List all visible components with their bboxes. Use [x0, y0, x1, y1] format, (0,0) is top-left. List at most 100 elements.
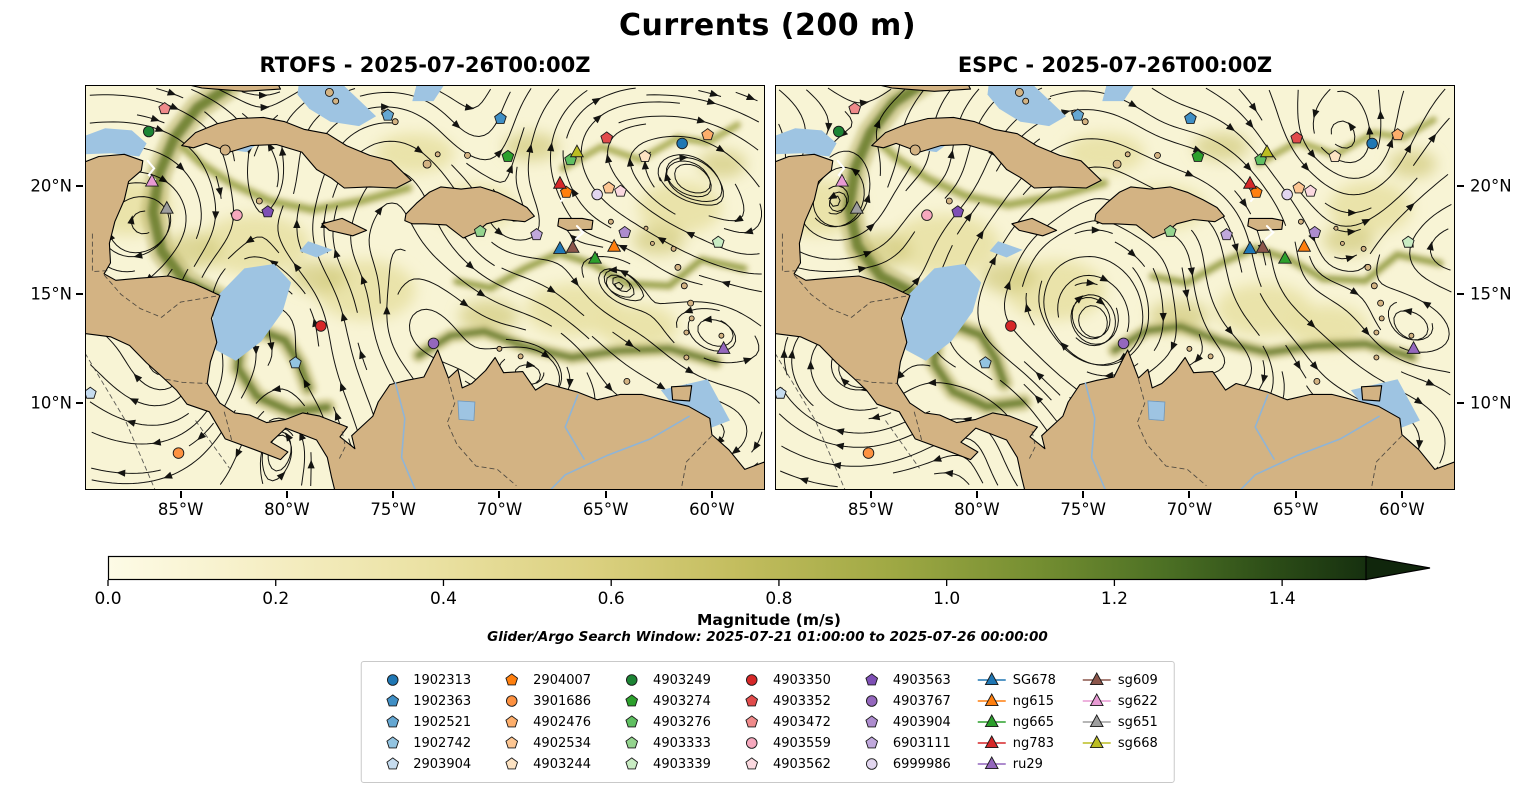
platform-marker-ng665 — [587, 250, 603, 264]
pentagon-marker-icon — [385, 736, 399, 749]
lon-tick — [498, 491, 501, 498]
lon-tick-label: 80°W — [954, 500, 1000, 519]
page-title: Currents (200 m) — [618, 8, 917, 43]
platform-marker-4902534 — [1292, 181, 1306, 194]
platform-marker-4903562 — [1304, 184, 1317, 197]
platform-marker-sg651 — [159, 200, 174, 214]
circle-marker-icon — [866, 695, 878, 707]
colorbar-tick-label: 0.4 — [430, 589, 457, 609]
platform-marker-sg668 — [1259, 144, 1274, 158]
legend-item-4903350: 4903350 — [737, 671, 831, 689]
triangle-marker-icon — [977, 756, 1006, 770]
lon-tick — [285, 491, 288, 498]
triangle-marker-icon — [977, 735, 1006, 749]
platform-marker-4903333 — [1163, 224, 1177, 237]
platform-marker-3901686 — [172, 447, 185, 459]
platform-marker-sg609 — [1255, 239, 1270, 253]
lon-tick-label: 85°W — [157, 500, 204, 519]
triangle-marker-icon — [977, 714, 1006, 728]
map-panel-rtofs: RTOFS - 2025-07-26T00:00Z 85°W 80°W 75°W 70… — [30, 53, 765, 519]
legend-label: ru29 — [1012, 756, 1043, 772]
lon-tick — [604, 491, 607, 498]
platform-marker-4903350 — [746, 674, 758, 686]
platform-marker-ng615 — [984, 693, 999, 707]
legend-item-4903472: 4903472 — [737, 713, 831, 731]
legend-label: 4902534 — [533, 735, 592, 751]
legend-label: 2904007 — [533, 672, 592, 688]
pentagon-marker-icon — [625, 736, 639, 749]
search-window-text: Glider/Argo Search Window: 2025-07-21 01… — [487, 629, 1048, 645]
pentagon-marker-icon — [385, 694, 399, 707]
platform-marker-4903350 — [1005, 320, 1017, 332]
river-layer — [394, 382, 691, 490]
platform-marker-ru29 — [716, 340, 731, 354]
legend-label: 4903559 — [772, 735, 831, 751]
legend-label: 4903352 — [772, 693, 831, 709]
lon-tick — [1082, 491, 1085, 498]
platform-marker-4903274 — [501, 149, 515, 162]
legend-label: sg651 — [1117, 714, 1158, 730]
platform-marker-2904007 — [1249, 185, 1263, 198]
circle-marker-icon — [746, 737, 758, 749]
triangle-marker-icon — [1082, 672, 1111, 686]
circle-marker-icon — [746, 674, 758, 686]
legend-label: 6999986 — [892, 756, 951, 772]
lon-tick — [1294, 491, 1297, 498]
current-magnitude-streaks — [836, 85, 1445, 416]
platform-marker-1902313 — [386, 674, 398, 686]
pentagon-marker-icon — [505, 757, 519, 770]
legend-item-sg668: sg668 — [1082, 734, 1158, 752]
lon-tick-label: 75°W — [370, 500, 416, 519]
legend-item-4903274: 4903274 — [617, 692, 711, 710]
platform-marker-2904007 — [505, 673, 519, 686]
lat-tick — [76, 184, 83, 187]
legend-item-4903249: 4903249 — [617, 671, 711, 689]
platform-marker-4902534 — [602, 181, 616, 194]
legend-label: 4903350 — [772, 672, 831, 688]
legend-item-4903767: 4903767 — [857, 692, 951, 710]
legend-item-SG678: SG678 — [977, 671, 1056, 689]
platform-legend: 1902313 1902363 1902521 1902742 2903904 29040… — [360, 661, 1175, 783]
platform-marker-4903339 — [1401, 235, 1415, 248]
pentagon-marker-icon — [505, 715, 519, 728]
platform-marker-6999986 — [1281, 188, 1293, 201]
legend-item-sg651: sg651 — [1082, 713, 1158, 731]
lon-tick — [1400, 491, 1403, 498]
legend-label: ng783 — [1012, 735, 1055, 751]
legend-item-2903904: 2903904 — [377, 755, 471, 773]
pentagon-marker-icon — [865, 715, 879, 728]
legend-label: 4903562 — [772, 756, 831, 772]
legend-item-ru29: ru29 — [977, 755, 1056, 773]
legend-label: 4903274 — [653, 693, 711, 709]
platform-marker-6903111 — [865, 736, 879, 749]
legend-item-4903352: 4903352 — [737, 692, 831, 710]
platform-marker-sg651 — [849, 200, 864, 214]
lon-tick — [1188, 491, 1191, 498]
platform-marker-4903559 — [231, 209, 243, 221]
platform-marker-SG678 — [984, 672, 999, 686]
legend-column: 2904007 3901686 4902476 4902534 4903244 — [497, 671, 591, 773]
legend-label: sg668 — [1117, 735, 1158, 751]
legend-item-sg609: sg609 — [1082, 671, 1158, 689]
legend-label: 1902313 — [413, 672, 472, 688]
platform-marker-4903352 — [600, 131, 614, 144]
lat-tick-label: 20°N — [1470, 176, 1512, 196]
land-layer — [85, 85, 765, 490]
legend-item-4903563: 4903563 — [857, 671, 951, 689]
legend-item-3901686: 3901686 — [497, 692, 591, 710]
colorbar-tick-label: 0.0 — [94, 589, 121, 609]
platform-marker-4903904 — [865, 715, 879, 728]
platform-marker-SG678 — [1242, 240, 1257, 254]
platform-marker-4903563 — [865, 673, 879, 686]
map-panel-espc: ESPC - 2025-07-26T00:00Z 85°W 80°W 75°W 70°… — [775, 53, 1512, 519]
legend-label: 4903563 — [892, 672, 951, 688]
lon-tick — [392, 491, 395, 498]
legend-label: ng665 — [1012, 714, 1055, 730]
border-lines-layer — [85, 233, 713, 490]
colorbar-tick-label: 0.8 — [765, 589, 792, 609]
platform-marker-4903767 — [1117, 337, 1130, 350]
triangle-marker-icon — [1082, 735, 1111, 749]
platform-marker-2903904 — [385, 757, 399, 770]
circle-marker-icon — [386, 674, 398, 686]
